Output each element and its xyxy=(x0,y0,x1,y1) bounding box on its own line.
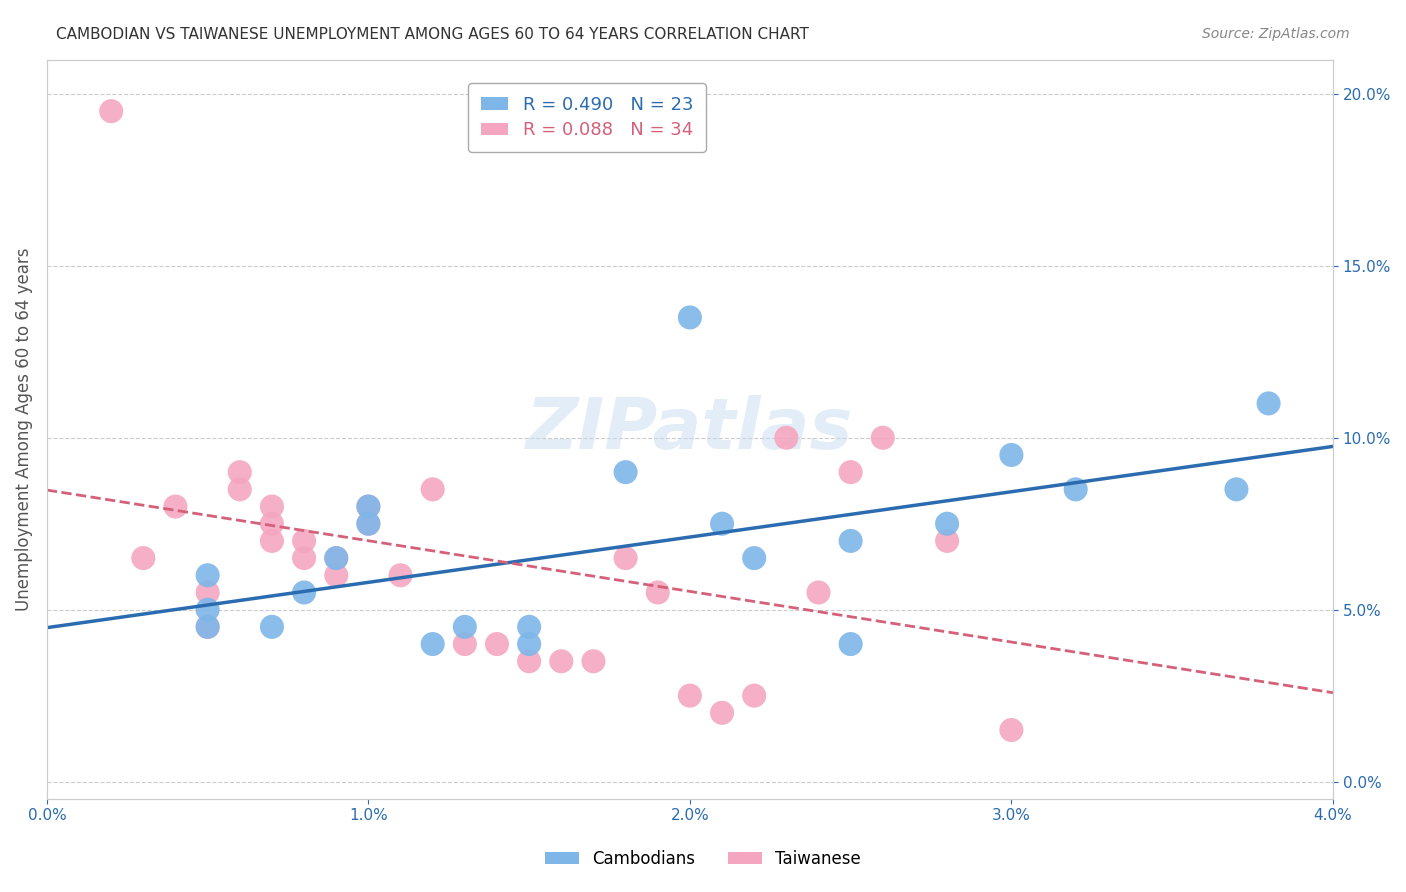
Point xyxy=(292,585,315,599)
Point xyxy=(1000,448,1022,462)
Point xyxy=(357,516,380,531)
Point xyxy=(454,620,477,634)
Point xyxy=(165,500,187,514)
Point xyxy=(357,500,380,514)
Point xyxy=(454,637,477,651)
Point xyxy=(325,568,347,582)
Point xyxy=(936,533,959,548)
Point xyxy=(711,516,734,531)
Point xyxy=(292,533,315,548)
Point xyxy=(260,516,283,531)
Point xyxy=(839,465,862,479)
Point xyxy=(517,620,540,634)
Point xyxy=(614,465,637,479)
Point xyxy=(550,654,572,668)
Point xyxy=(872,431,894,445)
Point xyxy=(679,689,702,703)
Point xyxy=(357,500,380,514)
Point xyxy=(839,533,862,548)
Point xyxy=(292,551,315,566)
Point xyxy=(679,310,702,325)
Text: Source: ZipAtlas.com: Source: ZipAtlas.com xyxy=(1202,27,1350,41)
Point xyxy=(132,551,155,566)
Point xyxy=(742,689,765,703)
Point xyxy=(260,620,283,634)
Point xyxy=(517,654,540,668)
Legend: Cambodians, Taiwanese: Cambodians, Taiwanese xyxy=(538,844,868,875)
Point xyxy=(325,551,347,566)
Point xyxy=(197,620,219,634)
Point xyxy=(485,637,508,651)
Point xyxy=(229,465,252,479)
Point xyxy=(936,516,959,531)
Point xyxy=(100,104,122,119)
Point xyxy=(614,551,637,566)
Point xyxy=(422,483,444,497)
Point xyxy=(197,602,219,616)
Point xyxy=(839,637,862,651)
Point xyxy=(742,551,765,566)
Y-axis label: Unemployment Among Ages 60 to 64 years: Unemployment Among Ages 60 to 64 years xyxy=(15,247,32,611)
Point xyxy=(197,585,219,599)
Text: CAMBODIAN VS TAIWANESE UNEMPLOYMENT AMONG AGES 60 TO 64 YEARS CORRELATION CHART: CAMBODIAN VS TAIWANESE UNEMPLOYMENT AMON… xyxy=(56,27,808,42)
Point xyxy=(197,620,219,634)
Legend: R = 0.490   N = 23, R = 0.088   N = 34: R = 0.490 N = 23, R = 0.088 N = 34 xyxy=(468,84,706,152)
Point xyxy=(422,637,444,651)
Point xyxy=(197,568,219,582)
Text: ZIPatlas: ZIPatlas xyxy=(526,394,853,464)
Point xyxy=(389,568,412,582)
Point xyxy=(260,500,283,514)
Point xyxy=(1257,396,1279,410)
Point xyxy=(1225,483,1247,497)
Point xyxy=(1000,723,1022,737)
Point xyxy=(357,516,380,531)
Point xyxy=(325,551,347,566)
Point xyxy=(647,585,669,599)
Point xyxy=(1064,483,1087,497)
Point xyxy=(775,431,797,445)
Point xyxy=(711,706,734,720)
Point xyxy=(260,533,283,548)
Point xyxy=(582,654,605,668)
Point xyxy=(229,483,252,497)
Point xyxy=(517,637,540,651)
Point xyxy=(807,585,830,599)
